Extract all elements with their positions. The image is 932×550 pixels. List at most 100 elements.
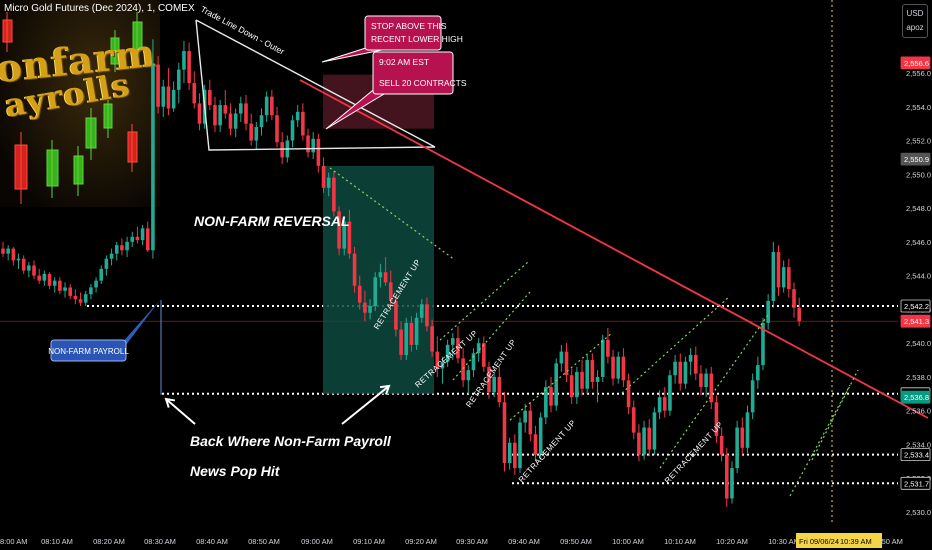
time-axis: 8:00 AM 08:10 AM 08:20 AM 08:30 AM 08:40 AM 0… bbox=[0, 533, 903, 548]
candle-body bbox=[554, 363, 558, 406]
price-tag: 2,533.4 bbox=[900, 448, 931, 461]
candle bbox=[409, 316, 414, 352]
candle-body bbox=[192, 83, 197, 104]
drawings bbox=[120, 19, 929, 497]
candle bbox=[688, 348, 693, 376]
candle-body bbox=[544, 387, 548, 418]
candle-body bbox=[507, 442, 512, 464]
candle-body bbox=[151, 64, 155, 251]
candle-body bbox=[388, 282, 393, 301]
candle-body bbox=[476, 343, 481, 354]
candle bbox=[73, 289, 78, 305]
retracement-label: RETRACEMENT UP bbox=[464, 338, 518, 410]
price-tick-label: 2,540.0 bbox=[906, 339, 931, 348]
candle-body bbox=[776, 251, 781, 288]
candle-body bbox=[435, 351, 440, 369]
candle bbox=[140, 224, 145, 246]
candle-body bbox=[254, 127, 259, 141]
retracement-channel bbox=[811, 369, 859, 461]
candle bbox=[58, 277, 62, 295]
candle-body bbox=[621, 356, 626, 381]
candle-body bbox=[766, 300, 770, 323]
candle bbox=[363, 290, 367, 322]
time-tick-label: 08:50 AM bbox=[248, 537, 280, 546]
currency-unit-button[interactable]: USD apoz bbox=[902, 4, 928, 38]
nfp-badge-label: NON-FARM PAYROLL bbox=[48, 347, 129, 356]
candle-body bbox=[316, 138, 321, 166]
candle-body bbox=[528, 410, 533, 435]
candle bbox=[533, 425, 538, 462]
candle bbox=[306, 128, 310, 158]
downtrend-line bbox=[299, 79, 929, 419]
candle-body bbox=[140, 228, 145, 241]
candle bbox=[275, 106, 279, 148]
candle-body bbox=[657, 397, 662, 413]
time-tick-label: 09:00 AM bbox=[301, 537, 333, 546]
candle-body bbox=[425, 304, 429, 327]
candle bbox=[109, 248, 114, 266]
candle-body bbox=[445, 344, 450, 362]
candle bbox=[797, 297, 801, 327]
candle-body bbox=[399, 329, 403, 355]
candle-body bbox=[693, 354, 698, 374]
candle bbox=[590, 353, 595, 389]
candle bbox=[559, 344, 564, 372]
price-tag-box bbox=[900, 448, 931, 461]
candle-body bbox=[363, 302, 367, 313]
candle bbox=[735, 420, 739, 474]
candle-body bbox=[673, 361, 677, 376]
candle bbox=[425, 297, 429, 332]
candle-body bbox=[564, 351, 569, 376]
price-tag-box bbox=[900, 299, 931, 313]
candle-body bbox=[130, 236, 135, 242]
candle bbox=[419, 299, 424, 323]
candle-body bbox=[125, 241, 129, 251]
candle-body bbox=[750, 380, 755, 413]
candle bbox=[466, 365, 471, 394]
stop-callout: STOP ABOVE THIS RECENT LOWER HIGH bbox=[321, 15, 463, 63]
candle bbox=[776, 245, 781, 296]
candle bbox=[771, 241, 776, 308]
candle bbox=[523, 403, 527, 433]
candle bbox=[693, 346, 698, 381]
candle bbox=[482, 336, 486, 372]
candle-body bbox=[270, 96, 274, 116]
candle-body bbox=[58, 280, 62, 291]
profit-target-zone bbox=[323, 165, 434, 394]
candle bbox=[766, 294, 770, 330]
candle bbox=[21, 255, 26, 274]
candle-body bbox=[704, 373, 708, 388]
candle-body bbox=[487, 366, 491, 393]
price-tick-label: 2,534.0 bbox=[906, 440, 931, 449]
candle bbox=[600, 334, 605, 382]
candle bbox=[414, 312, 419, 350]
candle bbox=[544, 380, 548, 425]
candle-body bbox=[321, 165, 326, 188]
reversal-label: NON-FARM REVERSAL bbox=[194, 213, 350, 229]
candle bbox=[233, 108, 238, 138]
price-tick-label: 2,538.0 bbox=[906, 373, 931, 382]
candle bbox=[730, 461, 734, 504]
time-tick-label: 10:30 AM bbox=[768, 537, 800, 546]
candle-body bbox=[471, 353, 476, 371]
price-tag-label: 2,531.7 bbox=[904, 479, 929, 488]
candle bbox=[518, 417, 522, 474]
candle bbox=[218, 100, 222, 133]
candle-body bbox=[156, 64, 160, 107]
price-tag-label: 2,541.3 bbox=[904, 317, 929, 326]
candle-body bbox=[68, 287, 73, 296]
candle-body bbox=[575, 371, 579, 398]
price-tick-label: 2,556.0 bbox=[906, 69, 931, 78]
candle-body bbox=[502, 402, 507, 464]
price-axis: 2,530.02,532.02,534.02,536.02,538.02,540… bbox=[900, 56, 931, 517]
price-tag-box bbox=[900, 152, 931, 166]
candle bbox=[394, 295, 398, 337]
price-tag: 2,531.7 bbox=[900, 476, 931, 490]
candle bbox=[668, 370, 672, 416]
price-tick-label: 2,550.0 bbox=[906, 170, 931, 179]
candle bbox=[342, 216, 347, 256]
candle bbox=[187, 42, 191, 90]
candle bbox=[68, 284, 73, 300]
candle bbox=[47, 272, 52, 290]
